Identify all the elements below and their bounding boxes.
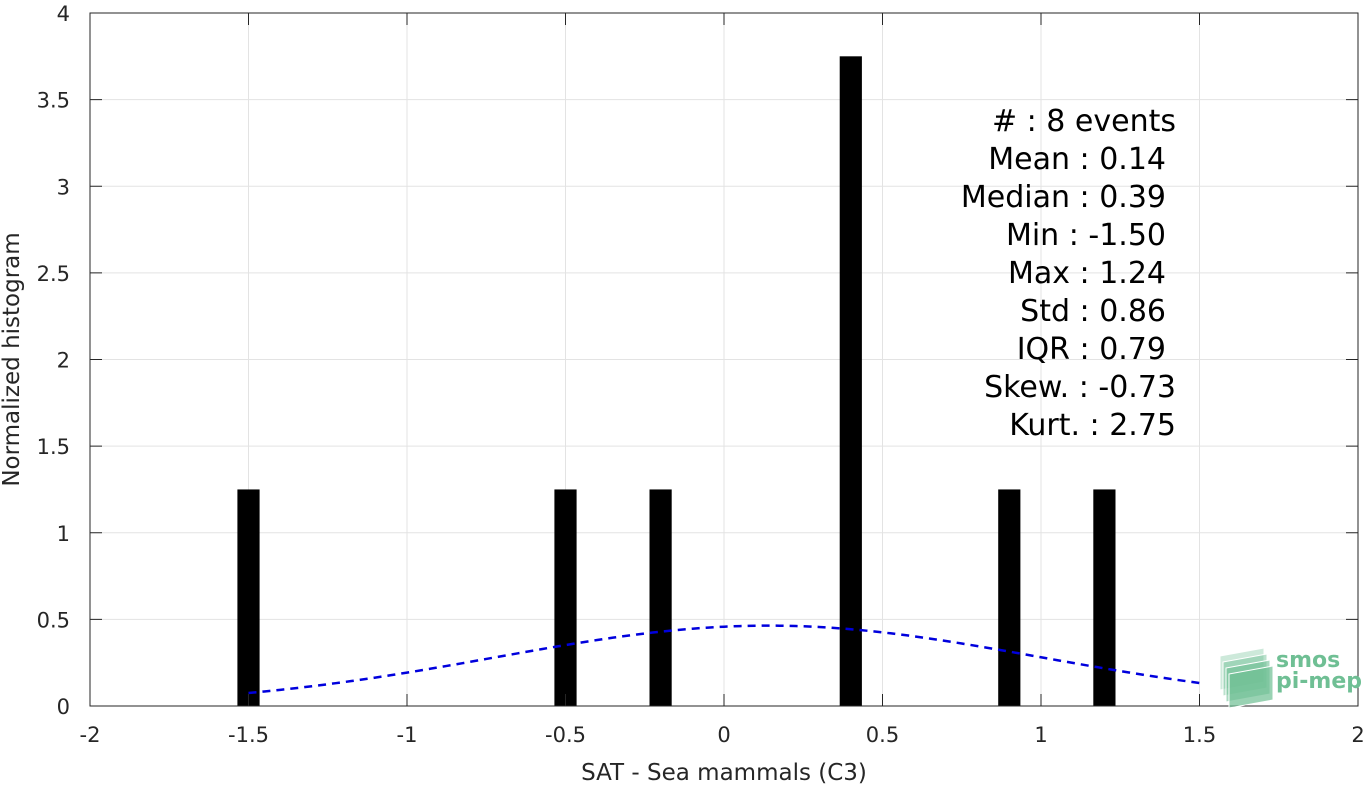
y-tick-label: 0	[57, 695, 70, 719]
x-tick-label: 0.5	[866, 723, 899, 747]
stat-line: Std : 0.86	[1020, 294, 1166, 329]
logo-text-pi-mep: pi-mep	[1276, 669, 1362, 694]
normal-fit-curve	[248, 624, 1200, 695]
ticks	[89, 12, 1359, 707]
histogram-bar	[554, 489, 577, 706]
logo-layer	[1228, 665, 1274, 709]
y-tick-label: 1	[57, 522, 70, 546]
y-tick-label: 3.5	[37, 89, 70, 113]
x-tick-label: -1	[397, 723, 418, 747]
stat-line: IQR : 0.79	[1017, 332, 1166, 367]
y-tick-label: 0.5	[37, 608, 70, 632]
stat-line: # : 8 events	[992, 104, 1176, 139]
x-tick-label: -2	[80, 723, 101, 747]
y-tick-label: 2.5	[37, 262, 70, 286]
x-tick-label: 2	[1351, 723, 1364, 747]
stat-line: Kurt. : 2.75	[1009, 408, 1176, 443]
logo-text-smos: smos	[1276, 648, 1340, 673]
histogram-bar	[839, 56, 862, 706]
y-tick-label: 2	[57, 349, 70, 373]
histogram-bar	[1093, 489, 1116, 706]
logo-mark-icon	[1219, 647, 1274, 709]
x-tick-labels: -2 -1.5 -1 -0.5 0 0.5 1 1.5 2	[80, 723, 1365, 747]
histogram-bar	[998, 489, 1021, 706]
x-axis-label: SAT - Sea mammals (C3)	[581, 760, 867, 785]
smos-pi-mep-logo: smos pi-mep	[1219, 647, 1362, 709]
x-tick-label: 0	[717, 723, 730, 747]
stat-line: Skew. : -0.73	[984, 370, 1176, 405]
histogram-bar	[649, 489, 672, 706]
x-tick-label: -1.5	[228, 723, 269, 747]
histogram-bar	[237, 489, 260, 706]
x-tick-label: 1.5	[1183, 723, 1216, 747]
y-axis-label: Normalized histogram	[0, 232, 25, 486]
y-tick-label: 1.5	[37, 435, 70, 459]
y-tick-labels: 0 0.5 1 1.5 2 2.5 3 3.5 4	[37, 2, 70, 719]
x-tick-label: 1	[1034, 723, 1047, 747]
stat-line: Mean : 0.14	[988, 142, 1166, 177]
stat-line: Max : 1.24	[1008, 256, 1166, 291]
stat-line: Median : 0.39	[961, 180, 1166, 215]
x-tick-label: -0.5	[545, 723, 586, 747]
y-tick-label: 3	[57, 175, 70, 199]
stat-line: Min : -1.50	[1006, 218, 1166, 253]
y-tick-label: 4	[57, 2, 70, 26]
